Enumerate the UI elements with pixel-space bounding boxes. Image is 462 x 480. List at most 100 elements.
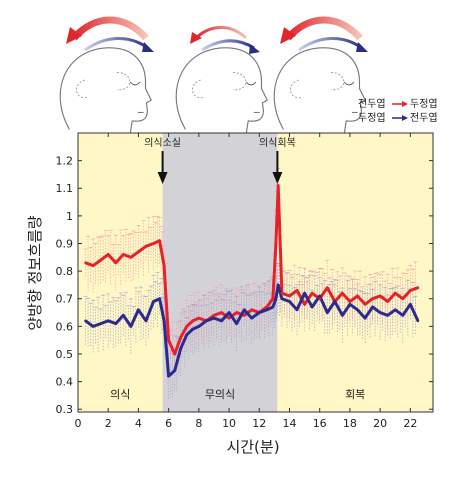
annotation-arrow-head-0 (157, 172, 168, 184)
data-point-1 (173, 352, 176, 356)
y-tick-label: 0.8 (56, 265, 74, 278)
data-point-2 (235, 322, 238, 325)
annotation-label-1: 의식회복 (259, 137, 296, 149)
data-point-2 (295, 308, 299, 312)
region-labels: 의식 무의식 회복 (110, 388, 365, 401)
data-point-2 (212, 316, 216, 320)
x-tick-label: 0 (75, 417, 82, 430)
data-point-2 (99, 322, 102, 325)
data-point-2 (158, 297, 161, 301)
x-tick-label: 2 (105, 417, 112, 430)
data-point-1 (158, 239, 161, 243)
data-point-2 (409, 302, 412, 306)
data-point-1 (393, 291, 397, 295)
data-point-1 (162, 264, 166, 267)
x-tick-label: 8 (195, 417, 202, 430)
legend-series-2-to: 전두엽 (410, 112, 438, 124)
data-point-2 (401, 314, 405, 317)
data-point-2 (393, 308, 397, 312)
data-point-1 (288, 294, 291, 298)
legend-series-1-from: 전두엽 (358, 98, 386, 110)
data-point-2 (106, 319, 110, 323)
data-point-1 (212, 314, 216, 317)
data-point-1 (276, 184, 280, 187)
region-1 (162, 133, 278, 412)
data-point-1 (129, 256, 133, 259)
data-point-1 (144, 244, 148, 248)
data-point-2 (265, 308, 269, 312)
data-point-2 (386, 314, 389, 317)
x-tick-label: 14 (282, 417, 296, 430)
data-point-1 (106, 253, 110, 256)
data-point-1 (371, 297, 374, 301)
data-point-2 (197, 325, 201, 328)
x-tick-label: 10 (222, 417, 236, 430)
x-tick-label: 16 (313, 417, 327, 430)
data-point-2 (310, 305, 314, 309)
y-tick-label: 0.5 (56, 348, 74, 361)
axes: 0 2 4 6 8 10 12 14 16 18 20 22 0.3 0.4 0.5 0.6 0.7 0.8 0.9… (56, 132, 434, 430)
data-point-1 (250, 308, 254, 312)
data-point-2 (122, 314, 125, 317)
x-tick-label: 12 (252, 417, 266, 430)
data-point-2 (129, 325, 133, 328)
data-point-1 (137, 250, 140, 254)
data-point-1 (227, 316, 231, 320)
x-tick-label: 22 (403, 417, 417, 430)
data-point-2 (280, 297, 284, 301)
data-point-2 (325, 311, 329, 314)
data-point-1 (356, 294, 359, 298)
data-point-2 (84, 319, 87, 323)
x-tick-label: 6 (165, 417, 172, 430)
y-tick-label: 1.1 (56, 182, 74, 195)
data-point-2 (173, 369, 176, 372)
head-illustration-unconscious (175, 26, 268, 134)
head-illustration-recovery (273, 16, 368, 134)
data-point-1 (378, 294, 382, 298)
data-point-1 (197, 316, 201, 320)
data-point-1 (401, 297, 405, 301)
y-tick-label: 1 (66, 210, 73, 223)
data-point-1 (280, 291, 284, 295)
data-point-2 (191, 327, 195, 331)
y-tick-label: 0.3 (56, 403, 74, 416)
data-point-1 (310, 291, 314, 295)
data-point-1 (220, 311, 223, 314)
data-point-1 (295, 289, 299, 292)
data-point-1 (122, 253, 125, 256)
data-point-2 (242, 308, 246, 312)
data-point-2 (205, 319, 208, 323)
data-point-2 (257, 311, 261, 314)
y-tick-label: 0.9 (56, 237, 74, 250)
data-point-2 (318, 294, 322, 298)
annotations: 의식소실 의식회복 (144, 137, 296, 184)
background-regions (78, 133, 433, 412)
legend: 전두엽 두정엽 두정엽 전두엽 (358, 98, 438, 124)
data-point-2 (371, 305, 374, 309)
data-point-2 (341, 314, 344, 317)
data-point-1 (84, 261, 87, 265)
data-point-1 (386, 300, 389, 303)
data-point-2 (179, 347, 183, 350)
data-point-1 (318, 297, 322, 301)
data-point-1 (274, 242, 278, 245)
x-axis-title: 시간(분) (226, 438, 279, 456)
data-point-2 (152, 300, 155, 303)
data-point-1 (409, 289, 412, 292)
data-point-2 (137, 308, 140, 312)
data-point-1 (185, 325, 189, 328)
data-point-2 (144, 319, 148, 323)
region-label-1: 무의식 (205, 388, 235, 401)
y-axis-title: 양방향 정보흐름량 (26, 215, 44, 330)
data-point-1 (303, 302, 306, 306)
region-label-0: 의식 (110, 388, 130, 401)
data-point-2 (162, 319, 166, 323)
annotation-arrow-head-1 (272, 172, 283, 184)
data-point-2 (114, 322, 118, 325)
data-point-2 (274, 297, 278, 301)
y-tick-label: 1.2 (56, 155, 74, 168)
data-point-2 (276, 283, 280, 287)
y-tick-label: 0.6 (56, 320, 74, 333)
y-tick-label: 0.4 (56, 376, 74, 389)
